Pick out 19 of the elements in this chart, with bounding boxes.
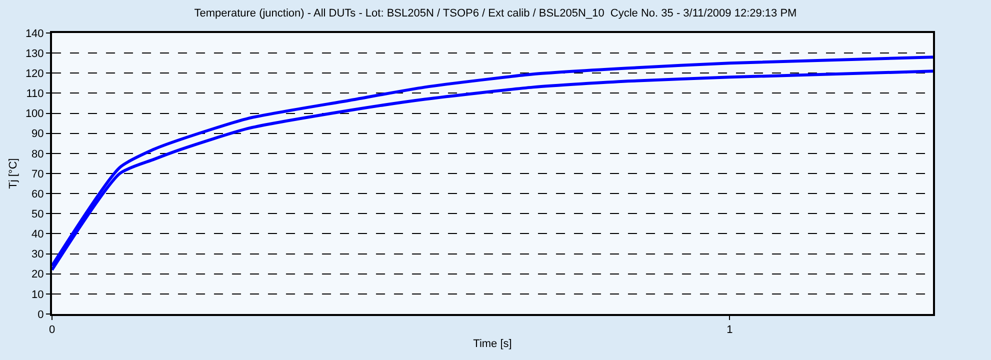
y-tick-label: 30 (32, 248, 44, 261)
y-tick-label: 0 (38, 308, 44, 321)
y-axis-title: Tj [°C] (8, 158, 20, 189)
y-tick-label: 70 (32, 168, 44, 180)
y-tick-label: 140 (25, 28, 44, 40)
x-tick-label: 1 (726, 324, 733, 336)
y-tick-label: 110 (26, 88, 44, 100)
y-tick-label: 10 (32, 288, 44, 301)
y-tick-label: 90 (32, 128, 44, 140)
y-tick-label: 60 (32, 188, 44, 200)
x-axis-title: Time [s] (473, 338, 512, 350)
y-tick-label: 120 (25, 68, 44, 80)
y-tick-label: 130 (25, 48, 44, 60)
y-tick-label: 80 (32, 148, 44, 160)
y-tick-label: 20 (32, 268, 44, 281)
y-tick-label: 50 (32, 208, 44, 220)
chart-title: Temperature (junction) - All DUTs - Lot: BSL205N / TSOP6 / Ext calib / BSL205N_10 Cycle No. 35 - 3/11/2009 12:29:13 PM (194, 8, 797, 20)
y-tick-label: 40 (32, 228, 44, 241)
y-tick-label: 100 (25, 108, 44, 120)
